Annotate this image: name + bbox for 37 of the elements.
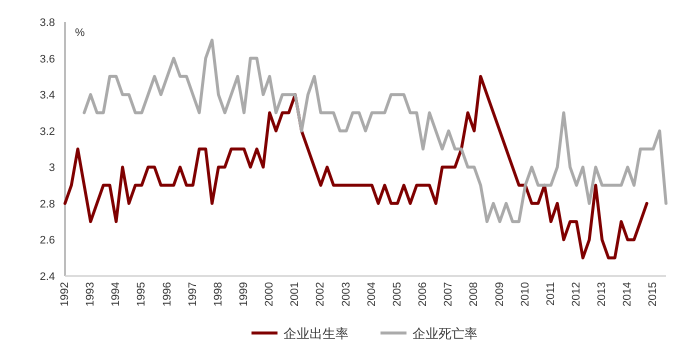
- x-tick-label: 2007: [442, 282, 455, 306]
- x-tick-label: 1999: [238, 282, 250, 306]
- y-tick-label: 3: [48, 162, 55, 174]
- x-tick-label: 2002: [314, 282, 327, 306]
- x-tick-label: 1998: [212, 282, 224, 306]
- x-tick-label: 2000: [264, 282, 276, 306]
- x-tick-label: 1996: [161, 282, 174, 306]
- legend-label: 企业死亡率: [412, 326, 478, 341]
- y-tick-label: 3.2: [40, 126, 55, 138]
- x-tick-label: 1995: [136, 282, 148, 306]
- x-tick-label: 2011: [544, 282, 557, 306]
- y-tick-label: 2.8: [40, 198, 55, 210]
- x-tick-label: 2012: [570, 282, 582, 306]
- x-tick-label: 1993: [84, 282, 97, 306]
- x-tick-label: 2014: [622, 282, 634, 306]
- x-tick-label: 2010: [519, 282, 532, 306]
- line-series: [64, 74, 648, 260]
- legend-label: 企业出生率: [284, 326, 348, 341]
- y-axis-title: %: [75, 27, 85, 39]
- line-series: [82, 38, 668, 224]
- x-tick-label: 2003: [340, 282, 352, 306]
- y-tick-label: 2.6: [40, 234, 55, 247]
- x-tick-label: 2015: [647, 282, 660, 306]
- x-tick-label: 2001: [289, 282, 302, 306]
- x-tick-label: 1994: [110, 282, 122, 306]
- x-tick-label: 2009: [494, 282, 506, 306]
- x-tick-label: 2013: [596, 282, 608, 306]
- y-tick-label: 3.8: [40, 17, 55, 29]
- y-tick-label: 3.6: [40, 53, 55, 66]
- y-tick-label: 3.4: [40, 90, 55, 102]
- x-tick-label: 2008: [468, 282, 480, 306]
- x-tick-label: 1997: [186, 282, 199, 306]
- y-tick-label: 2.4: [40, 271, 55, 283]
- x-tick-label: 2006: [417, 282, 430, 306]
- x-tick-label: 2004: [366, 282, 378, 306]
- x-tick-label: 2005: [391, 282, 404, 306]
- x-tick-label: 1992: [59, 282, 71, 306]
